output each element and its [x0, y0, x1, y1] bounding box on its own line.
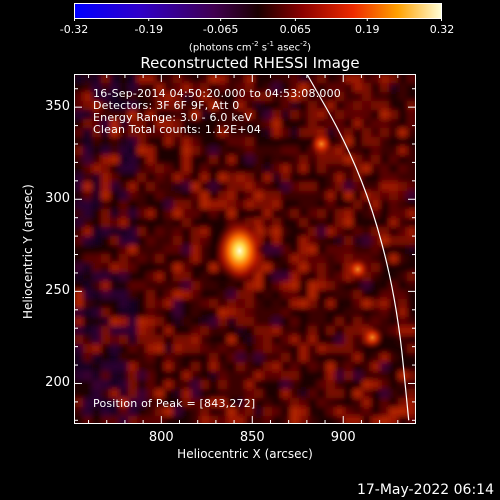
colorbar — [74, 3, 442, 21]
timestamp: 17-May-2022 06:14 — [356, 482, 494, 498]
peak-source — [213, 216, 266, 285]
colorbar-ticks — [74, 18, 442, 21]
y-tick-label: 200 — [45, 375, 70, 391]
info-energy-range: Energy Range: 3.0 - 6.0 keV — [93, 111, 253, 124]
rhessi-image-panel — [74, 74, 416, 424]
secondary-source — [344, 256, 371, 283]
colorbar-units: (photons cm-2 s-1 asec-2) — [188, 40, 312, 54]
solar-limb-line — [306, 74, 410, 421]
y-axis-label: Heliocentric Y (arcsec) — [21, 184, 35, 319]
colorbar-tick-label: 0.19 — [355, 23, 380, 36]
secondary-source — [359, 324, 386, 351]
y-tick-label: 300 — [45, 191, 70, 207]
x-tick-label: 850 — [239, 430, 265, 445]
emission-sources — [213, 131, 386, 351]
colorbar-tick-label: 0.32 — [429, 23, 455, 36]
colorbar-tick-label: -0.32 — [59, 23, 89, 36]
info-clean-counts: Clean Total counts: 1.12E+04 — [93, 123, 262, 136]
colorbar-tick-label: -0.065 — [202, 23, 239, 36]
x-axis-label: Heliocentric X (arcsec) — [177, 447, 313, 461]
x-tick-label: 800 — [148, 430, 174, 445]
peak-position: Position of Peak = [843,272] — [93, 397, 256, 410]
image-title: Reconstructed RHESSI Image — [140, 54, 360, 72]
info-observation-time: 16-Sep-2014 04:50:20.000 to 04:53:08.000 — [93, 87, 341, 100]
y-tick-label: 250 — [45, 283, 70, 299]
colorbar-tick-label: 0.065 — [279, 23, 312, 36]
x-tick-label: 900 — [330, 430, 356, 445]
info-detectors: Detectors: 3F 6F 9F, Att 0 — [93, 99, 240, 112]
secondary-source — [308, 131, 335, 157]
axis-ticks — [74, 74, 416, 424]
y-tick-label: 350 — [45, 99, 70, 115]
colorbar-tick-label: -0.19 — [134, 23, 163, 36]
